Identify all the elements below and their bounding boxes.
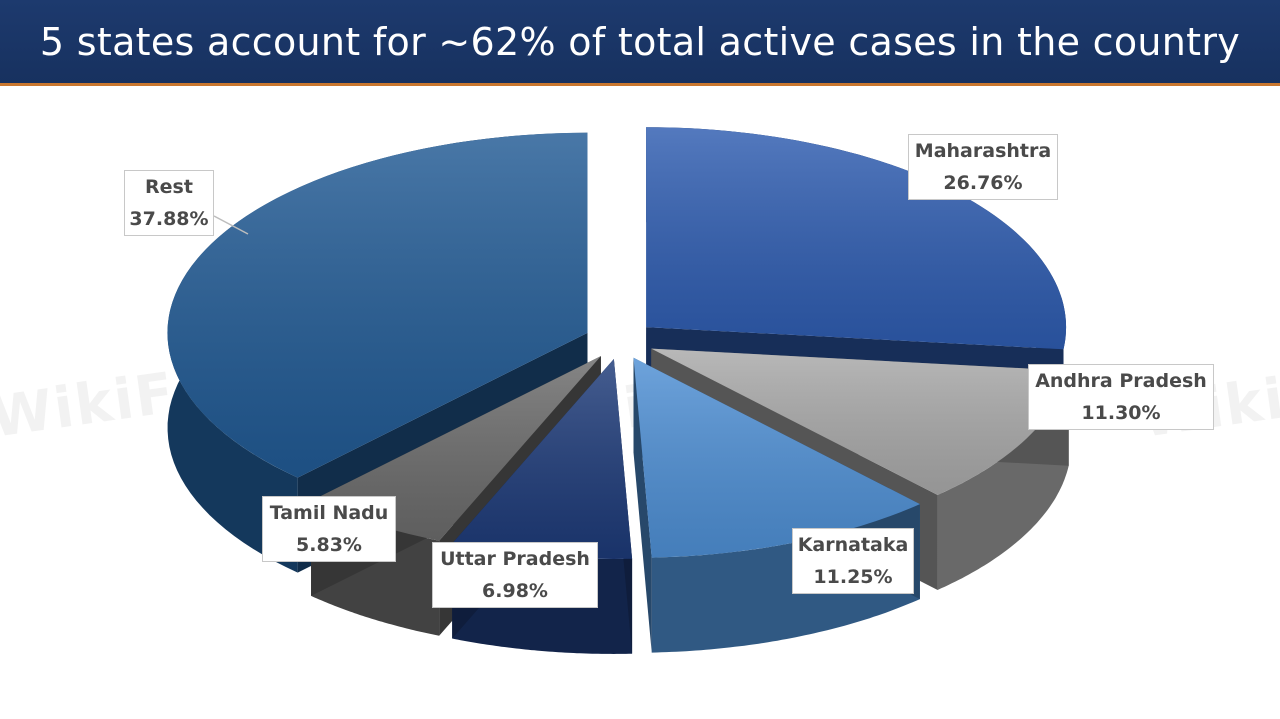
pie-slice-gloss (633, 357, 920, 558)
data-label-value: 26.76% (943, 172, 1023, 194)
data-label-name: Uttar Pradesh (440, 548, 590, 570)
pie-slice-gloss (167, 132, 588, 478)
pie-slice-cut-face (633, 357, 652, 653)
page-title: 5 states account for ~62% of total activ… (39, 20, 1241, 64)
data-label-name: Tamil Nadu (269, 502, 389, 524)
data-label-value: 6.98% (482, 580, 548, 602)
data-label-name: Andhra Pradesh (1035, 370, 1207, 392)
rest-leader-line (213, 215, 249, 235)
title-bar (0, 0, 1280, 86)
data-label-value: 5.83% (296, 534, 362, 556)
pie-slice-wall (937, 370, 1069, 590)
data-label-name: Maharashtra (914, 140, 1052, 162)
pie-slice-gloss (311, 356, 601, 541)
data-label-name: Karnataka (797, 534, 909, 556)
data-label-uttar-pradesh: Uttar Pradesh 6.98% (432, 542, 598, 608)
data-label-maharashtra: Maharashtra 26.76% (908, 134, 1058, 200)
data-label-andhra-pradesh: Andhra Pradesh 11.30% (1028, 364, 1214, 430)
data-label-tamil-nadu: Tamil Nadu 5.83% (262, 496, 396, 562)
data-label-rest: Rest 37.88% (124, 170, 214, 236)
data-label-value: 11.30% (1081, 402, 1161, 424)
data-label-value: 11.25% (813, 566, 893, 588)
data-label-name: Rest (145, 176, 193, 198)
pie-slice-gloss (646, 127, 1067, 350)
pie-slice-gloss (452, 358, 633, 559)
data-label-value: 37.88% (129, 208, 209, 230)
data-label-karnataka: Karnataka 11.25% (792, 528, 914, 594)
pie-slice-gloss (651, 348, 1069, 495)
